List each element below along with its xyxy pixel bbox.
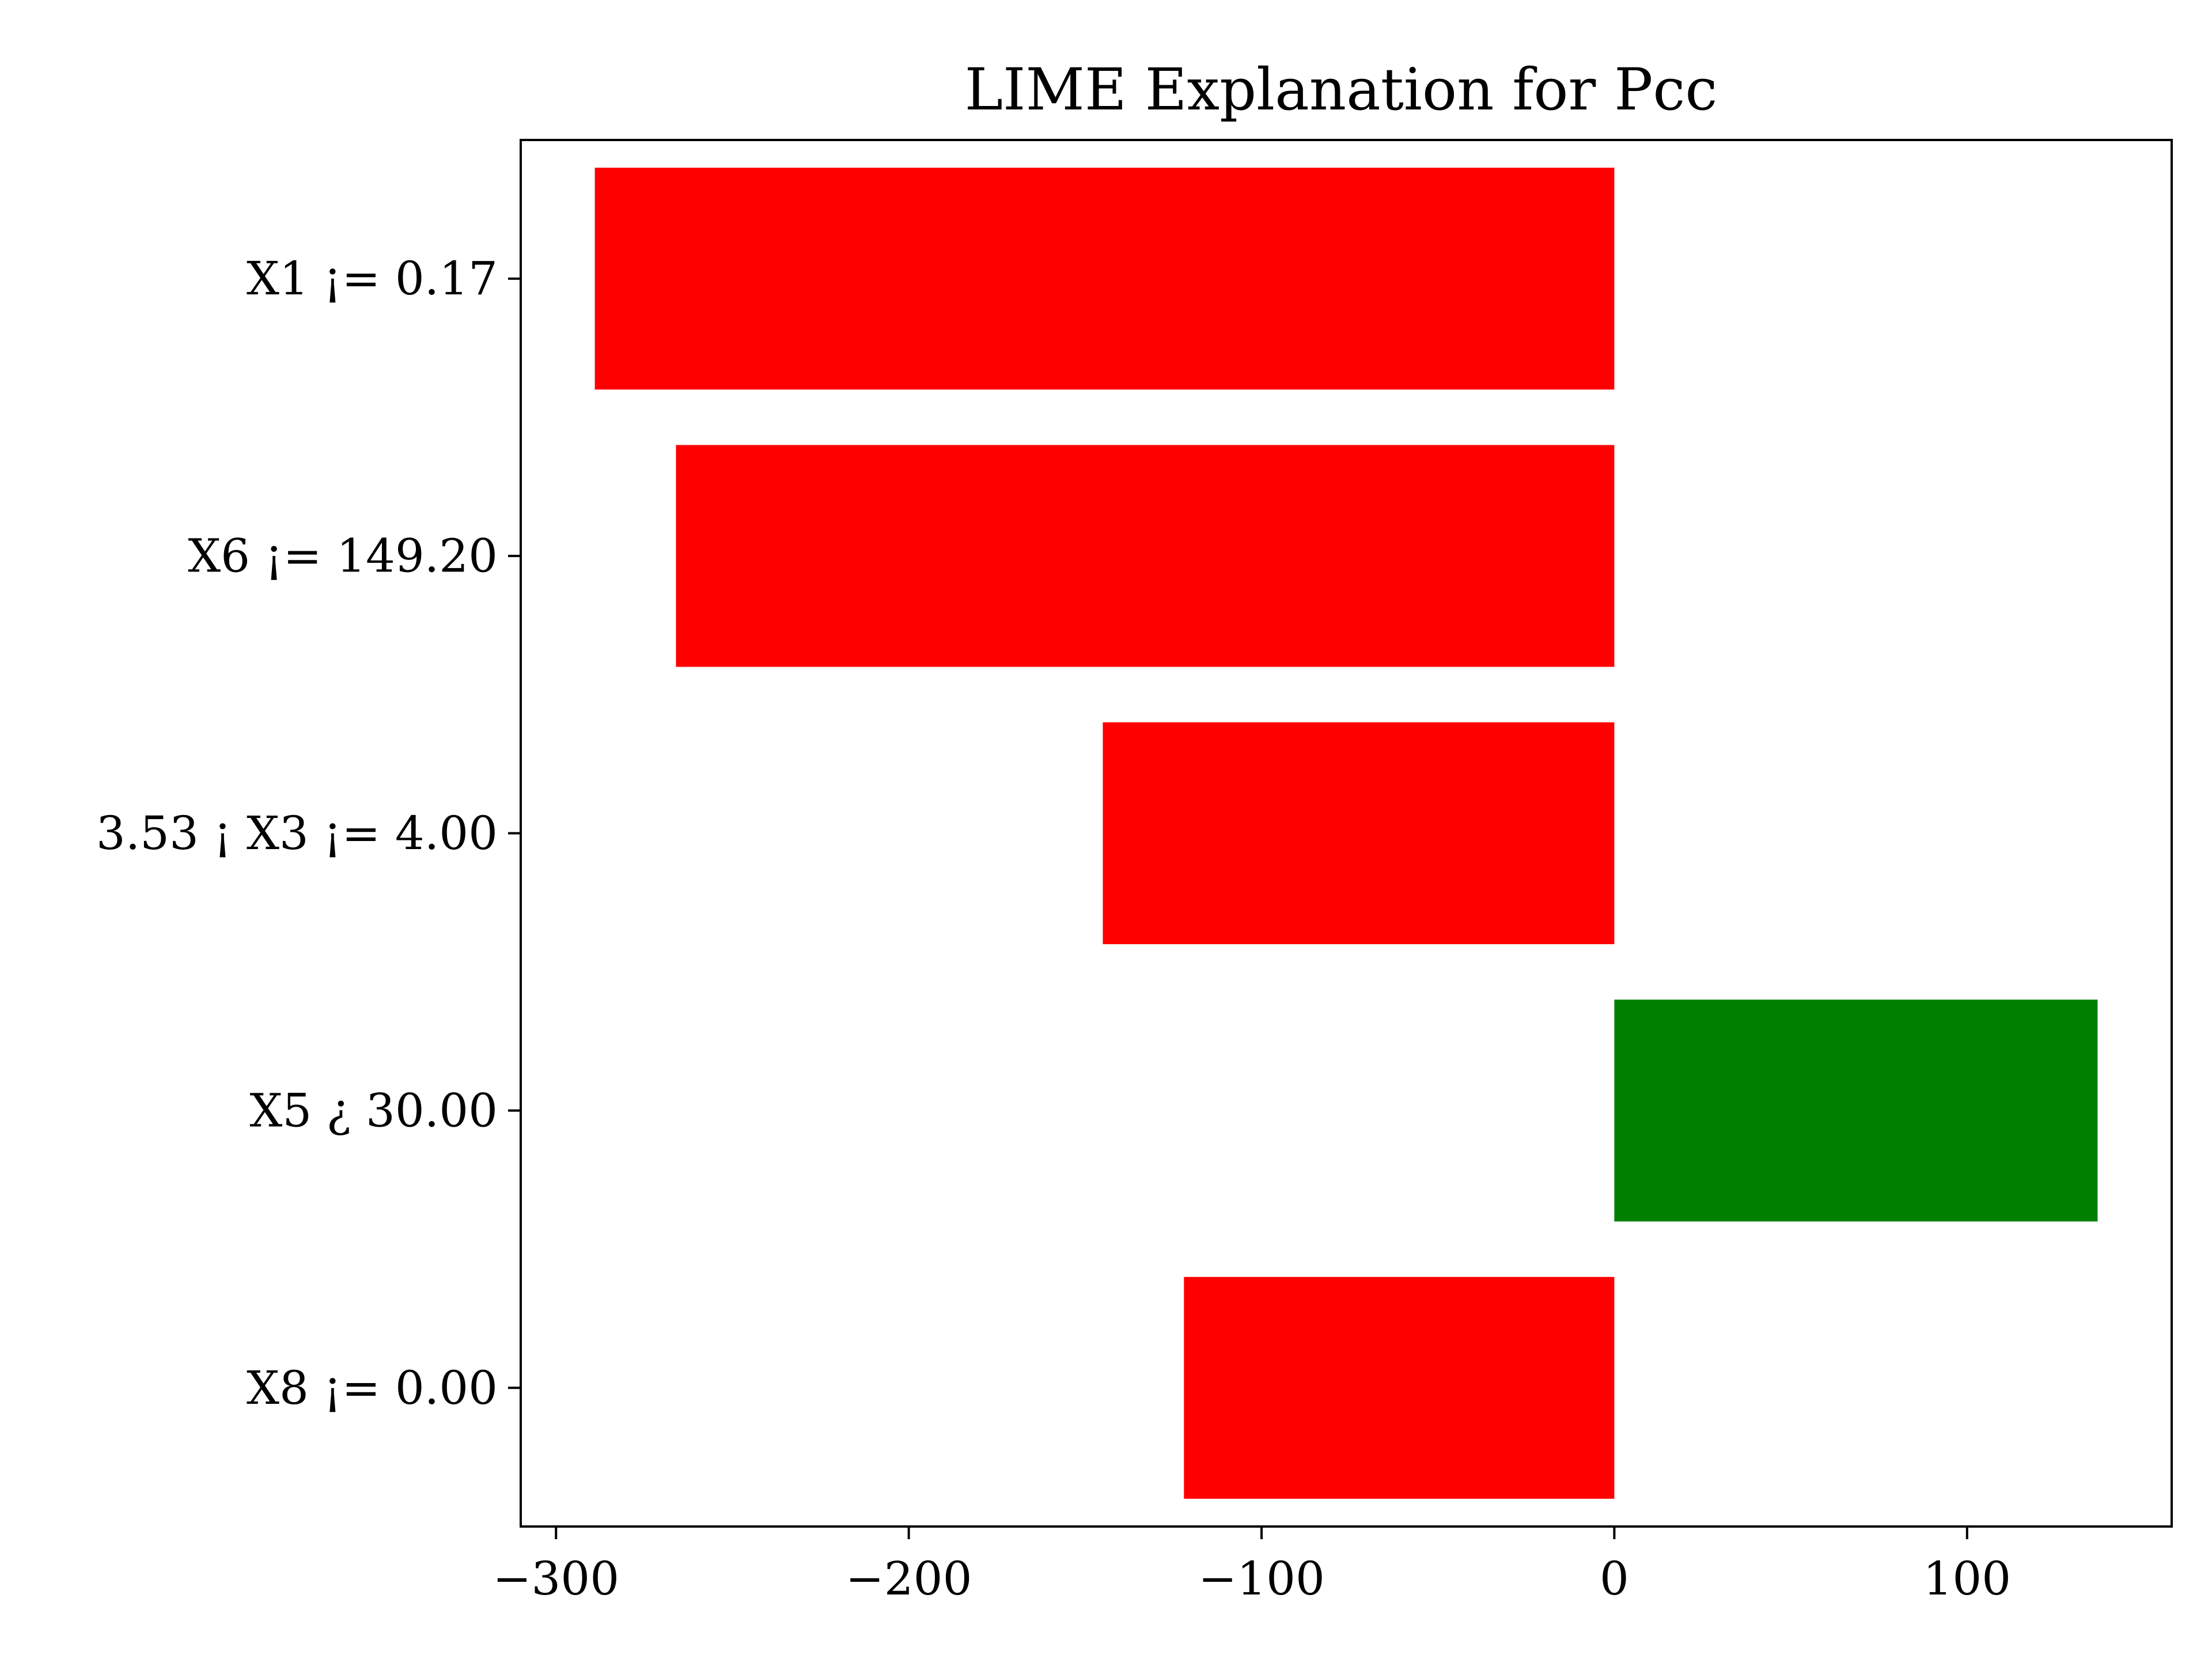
bar-4 [1614, 999, 2098, 1222]
x-tick-label: 100 [1923, 1552, 2011, 1605]
y-tick-label: X8 ¡= 0.00 [247, 1361, 498, 1415]
chart-title: LIME Explanation for Pcc [965, 56, 1718, 123]
y-axis: X1 ¡= 0.17 X6 ¡= 149.20 3.53 ¡ X3 ¡= 4.00 X… [96, 252, 521, 1415]
x-tick-label: −200 [846, 1552, 972, 1605]
x-tick-label: −100 [1198, 1552, 1325, 1605]
bar-1 [594, 168, 1615, 390]
x-tick-label: −300 [493, 1552, 619, 1605]
bar-5 [1184, 1277, 1615, 1499]
bar-3 [1103, 722, 1615, 945]
x-tick-label: 0 [1600, 1552, 1629, 1605]
y-tick-label: X6 ¡= 149.20 [188, 529, 498, 583]
y-tick-label: X1 ¡= 0.17 [247, 252, 498, 305]
bar-2 [676, 445, 1615, 667]
x-axis: −300 −200 −100 0 100 [493, 1527, 2011, 1605]
y-tick-label: X5 ¿ 30.00 [249, 1084, 498, 1137]
bars-group [594, 168, 2098, 1499]
y-tick-label: 3.53 ¡ X3 ¡= 4.00 [96, 806, 498, 860]
